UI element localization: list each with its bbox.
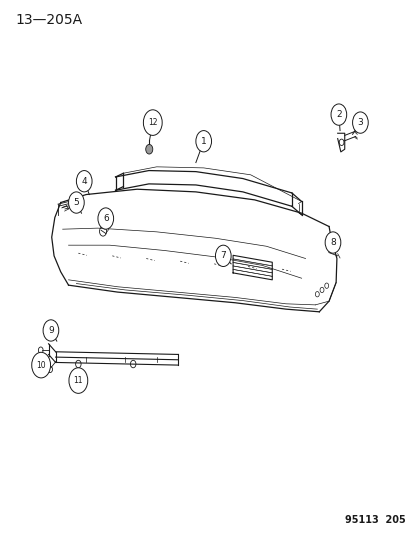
Circle shape <box>324 232 340 253</box>
Circle shape <box>215 245 230 266</box>
Circle shape <box>352 112 367 133</box>
Circle shape <box>195 131 211 152</box>
Circle shape <box>143 110 162 135</box>
Circle shape <box>98 208 113 229</box>
Text: 2: 2 <box>335 110 341 119</box>
Text: 8: 8 <box>329 238 335 247</box>
Text: 12: 12 <box>148 118 157 127</box>
Text: 7: 7 <box>220 252 225 260</box>
Text: 5: 5 <box>74 198 79 207</box>
Circle shape <box>330 104 346 125</box>
Text: 9: 9 <box>48 326 54 335</box>
Circle shape <box>32 352 50 378</box>
Circle shape <box>76 171 92 192</box>
Circle shape <box>69 368 88 393</box>
Circle shape <box>43 320 59 341</box>
Text: 95113  205: 95113 205 <box>344 515 404 525</box>
Text: 4: 4 <box>81 177 87 185</box>
Text: 3: 3 <box>357 118 363 127</box>
Circle shape <box>69 192 84 213</box>
Text: 6: 6 <box>103 214 108 223</box>
Text: 10: 10 <box>36 361 46 369</box>
Circle shape <box>145 144 152 154</box>
Text: 13—205A: 13—205A <box>16 13 83 27</box>
Text: 11: 11 <box>74 376 83 385</box>
Text: 1: 1 <box>200 137 206 146</box>
